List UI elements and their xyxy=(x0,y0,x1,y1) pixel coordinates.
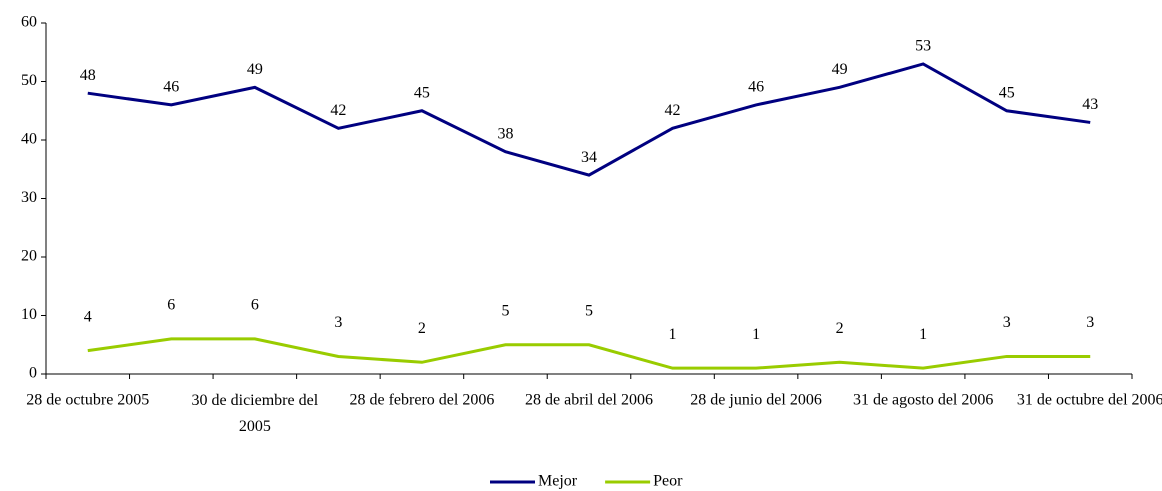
legend-label: Mejor xyxy=(538,473,578,490)
x-tick-label-line: 30 de diciembre del xyxy=(192,392,319,409)
data-label: 3 xyxy=(1003,314,1011,331)
x-tick-label-line: 2005 xyxy=(239,418,271,435)
data-label: 34 xyxy=(581,149,597,166)
data-label: 46 xyxy=(163,79,179,96)
data-label: 42 xyxy=(665,102,681,119)
series-line xyxy=(87,62,1091,177)
data-label: 42 xyxy=(330,102,346,119)
data-label: 4 xyxy=(84,308,92,325)
data-label: 1 xyxy=(919,326,927,343)
data-label: 3 xyxy=(1086,314,1094,331)
data-label: 6 xyxy=(167,297,175,314)
data-label: 5 xyxy=(501,302,509,319)
y-tick-label: 10 xyxy=(21,306,37,323)
x-tick-label: 28 de abril del 2006 xyxy=(525,392,653,409)
data-label: 45 xyxy=(414,84,430,101)
data-label: 3 xyxy=(334,314,342,331)
data-label: 1 xyxy=(669,326,677,343)
data-label: 1 xyxy=(752,326,760,343)
data-label: 48 xyxy=(80,67,96,84)
data-label: 45 xyxy=(999,84,1015,101)
data-label: 43 xyxy=(1082,96,1098,113)
data-label: 49 xyxy=(247,61,263,78)
x-tick-label: 31 de agosto del 2006 xyxy=(853,392,993,409)
series-line xyxy=(87,337,1091,370)
data-label: 46 xyxy=(748,79,764,96)
y-tick-label: 60 xyxy=(21,14,37,31)
x-tick-label: 28 de febrero del 2006 xyxy=(350,392,495,409)
y-tick-label: 40 xyxy=(21,131,37,148)
legend-label: Peor xyxy=(653,473,683,490)
x-tick-label: 30 de diciembre del 2005 xyxy=(192,392,319,435)
y-tick-label: 20 xyxy=(21,248,37,265)
data-label: 53 xyxy=(915,38,931,55)
y-tick-label: 0 xyxy=(29,365,37,382)
x-tick-label: 28 de octubre 2005 xyxy=(26,392,149,409)
x-tick-label: 28 de junio del 2006 xyxy=(690,392,822,409)
y-tick-label: 50 xyxy=(21,72,37,89)
y-tick-label: 30 xyxy=(21,189,37,206)
data-label: 6 xyxy=(251,297,259,314)
data-label: 2 xyxy=(418,320,426,337)
x-tick-label: 31 de octubre del 2006 xyxy=(1017,392,1162,409)
data-label: 38 xyxy=(497,125,513,142)
data-label: 5 xyxy=(585,302,593,319)
data-label: 49 xyxy=(832,61,848,78)
data-label: 2 xyxy=(836,320,844,337)
